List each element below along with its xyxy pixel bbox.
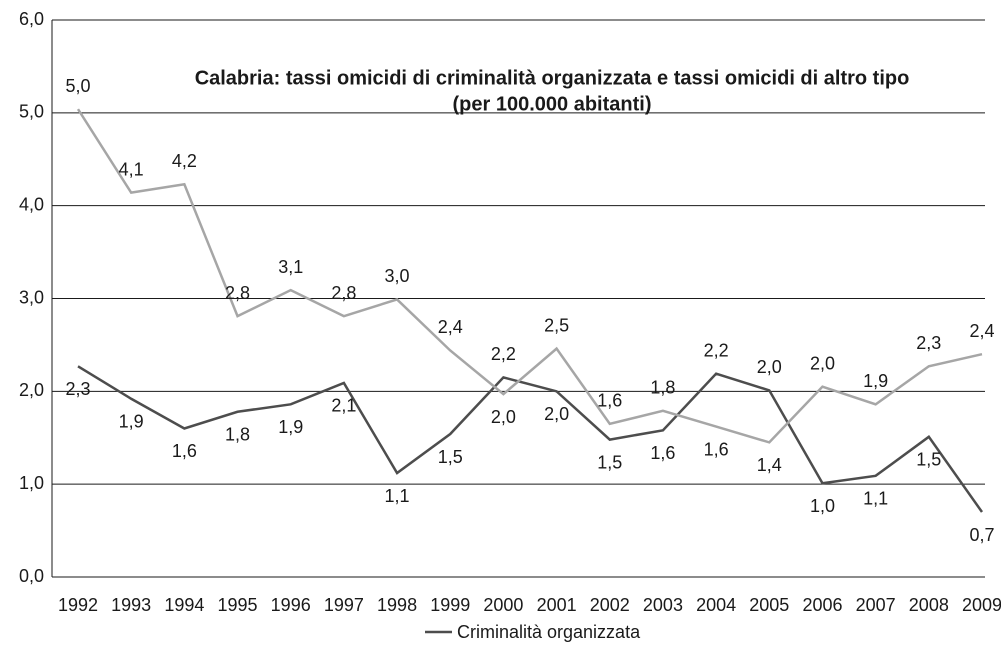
data-label: 4,2 (172, 151, 197, 171)
data-label: 2,2 (491, 344, 516, 364)
x-tick-label: 1995 (218, 595, 258, 615)
data-label: 1,6 (650, 443, 675, 463)
data-label: 2,1 (331, 396, 356, 416)
data-label: 1,1 (863, 489, 888, 509)
series-line (77, 365, 984, 513)
data-label: 2,4 (969, 321, 994, 341)
data-label: 1,8 (225, 425, 250, 445)
data-label: 1,6 (704, 439, 729, 459)
x-tick-label: 2006 (802, 595, 842, 615)
x-tick-label: 2003 (643, 595, 683, 615)
data-label: 4,1 (119, 159, 144, 179)
data-label: 2,2 (704, 340, 729, 360)
data-label: 1,8 (650, 378, 675, 398)
x-tick-label: 1998 (377, 595, 417, 615)
legend-label: Criminalità organizzata (457, 622, 641, 642)
data-label: 2,8 (225, 283, 250, 303)
data-label: 1,4 (757, 455, 782, 475)
chart-title: Calabria: tassi omicidi di criminalità o… (195, 67, 910, 89)
x-tick-label: 2005 (749, 595, 789, 615)
y-tick-label: 6,0 (19, 9, 44, 29)
data-label: 1,6 (172, 441, 197, 461)
data-label: 1,9 (119, 412, 144, 432)
x-tick-label: 1994 (164, 595, 204, 615)
x-tick-label: 1992 (58, 595, 98, 615)
x-tick-label: 1997 (324, 595, 364, 615)
series-line (76, 108, 983, 444)
x-tick-label: 2000 (483, 595, 523, 615)
x-tick-label: 2001 (537, 595, 577, 615)
y-tick-label: 0,0 (19, 566, 44, 586)
y-tick-label: 5,0 (19, 102, 44, 122)
x-tick-label: 1993 (111, 595, 151, 615)
data-label: 3,0 (385, 266, 410, 286)
data-label: 2,8 (331, 283, 356, 303)
data-label: 1,5 (438, 447, 463, 467)
data-label: 1,1 (385, 486, 410, 506)
data-label: 2,3 (916, 333, 941, 353)
data-label: 1,9 (863, 371, 888, 391)
y-tick-label: 1,0 (19, 473, 44, 493)
chart-title: (per 100.000 abitanti) (453, 93, 652, 115)
data-label: 1,5 (597, 452, 622, 472)
data-label: 1,9 (278, 417, 303, 437)
data-label: 2,0 (757, 357, 782, 377)
data-label: 1,0 (810, 496, 835, 516)
data-label: 2,5 (544, 315, 569, 335)
data-label: 2,0 (810, 353, 835, 373)
data-label: 3,1 (278, 257, 303, 277)
data-label: 1,5 (916, 450, 941, 470)
x-tick-label: 2009 (962, 595, 1001, 615)
data-label: 1,6 (597, 391, 622, 411)
x-tick-label: 2004 (696, 595, 736, 615)
y-tick-label: 3,0 (19, 287, 44, 307)
data-label: 2,0 (544, 404, 569, 424)
x-tick-label: 2007 (856, 595, 896, 615)
data-label: 0,7 (969, 525, 994, 545)
data-label: 5,0 (65, 76, 90, 96)
x-tick-label: 2002 (590, 595, 630, 615)
data-label: 2,4 (438, 317, 463, 337)
data-label: 2,3 (65, 379, 90, 399)
x-tick-label: 1996 (271, 595, 311, 615)
data-label: 2,0 (491, 407, 516, 427)
y-tick-label: 4,0 (19, 194, 44, 214)
y-tick-label: 2,0 (19, 380, 44, 400)
x-tick-label: 2008 (909, 595, 949, 615)
x-tick-label: 1999 (430, 595, 470, 615)
